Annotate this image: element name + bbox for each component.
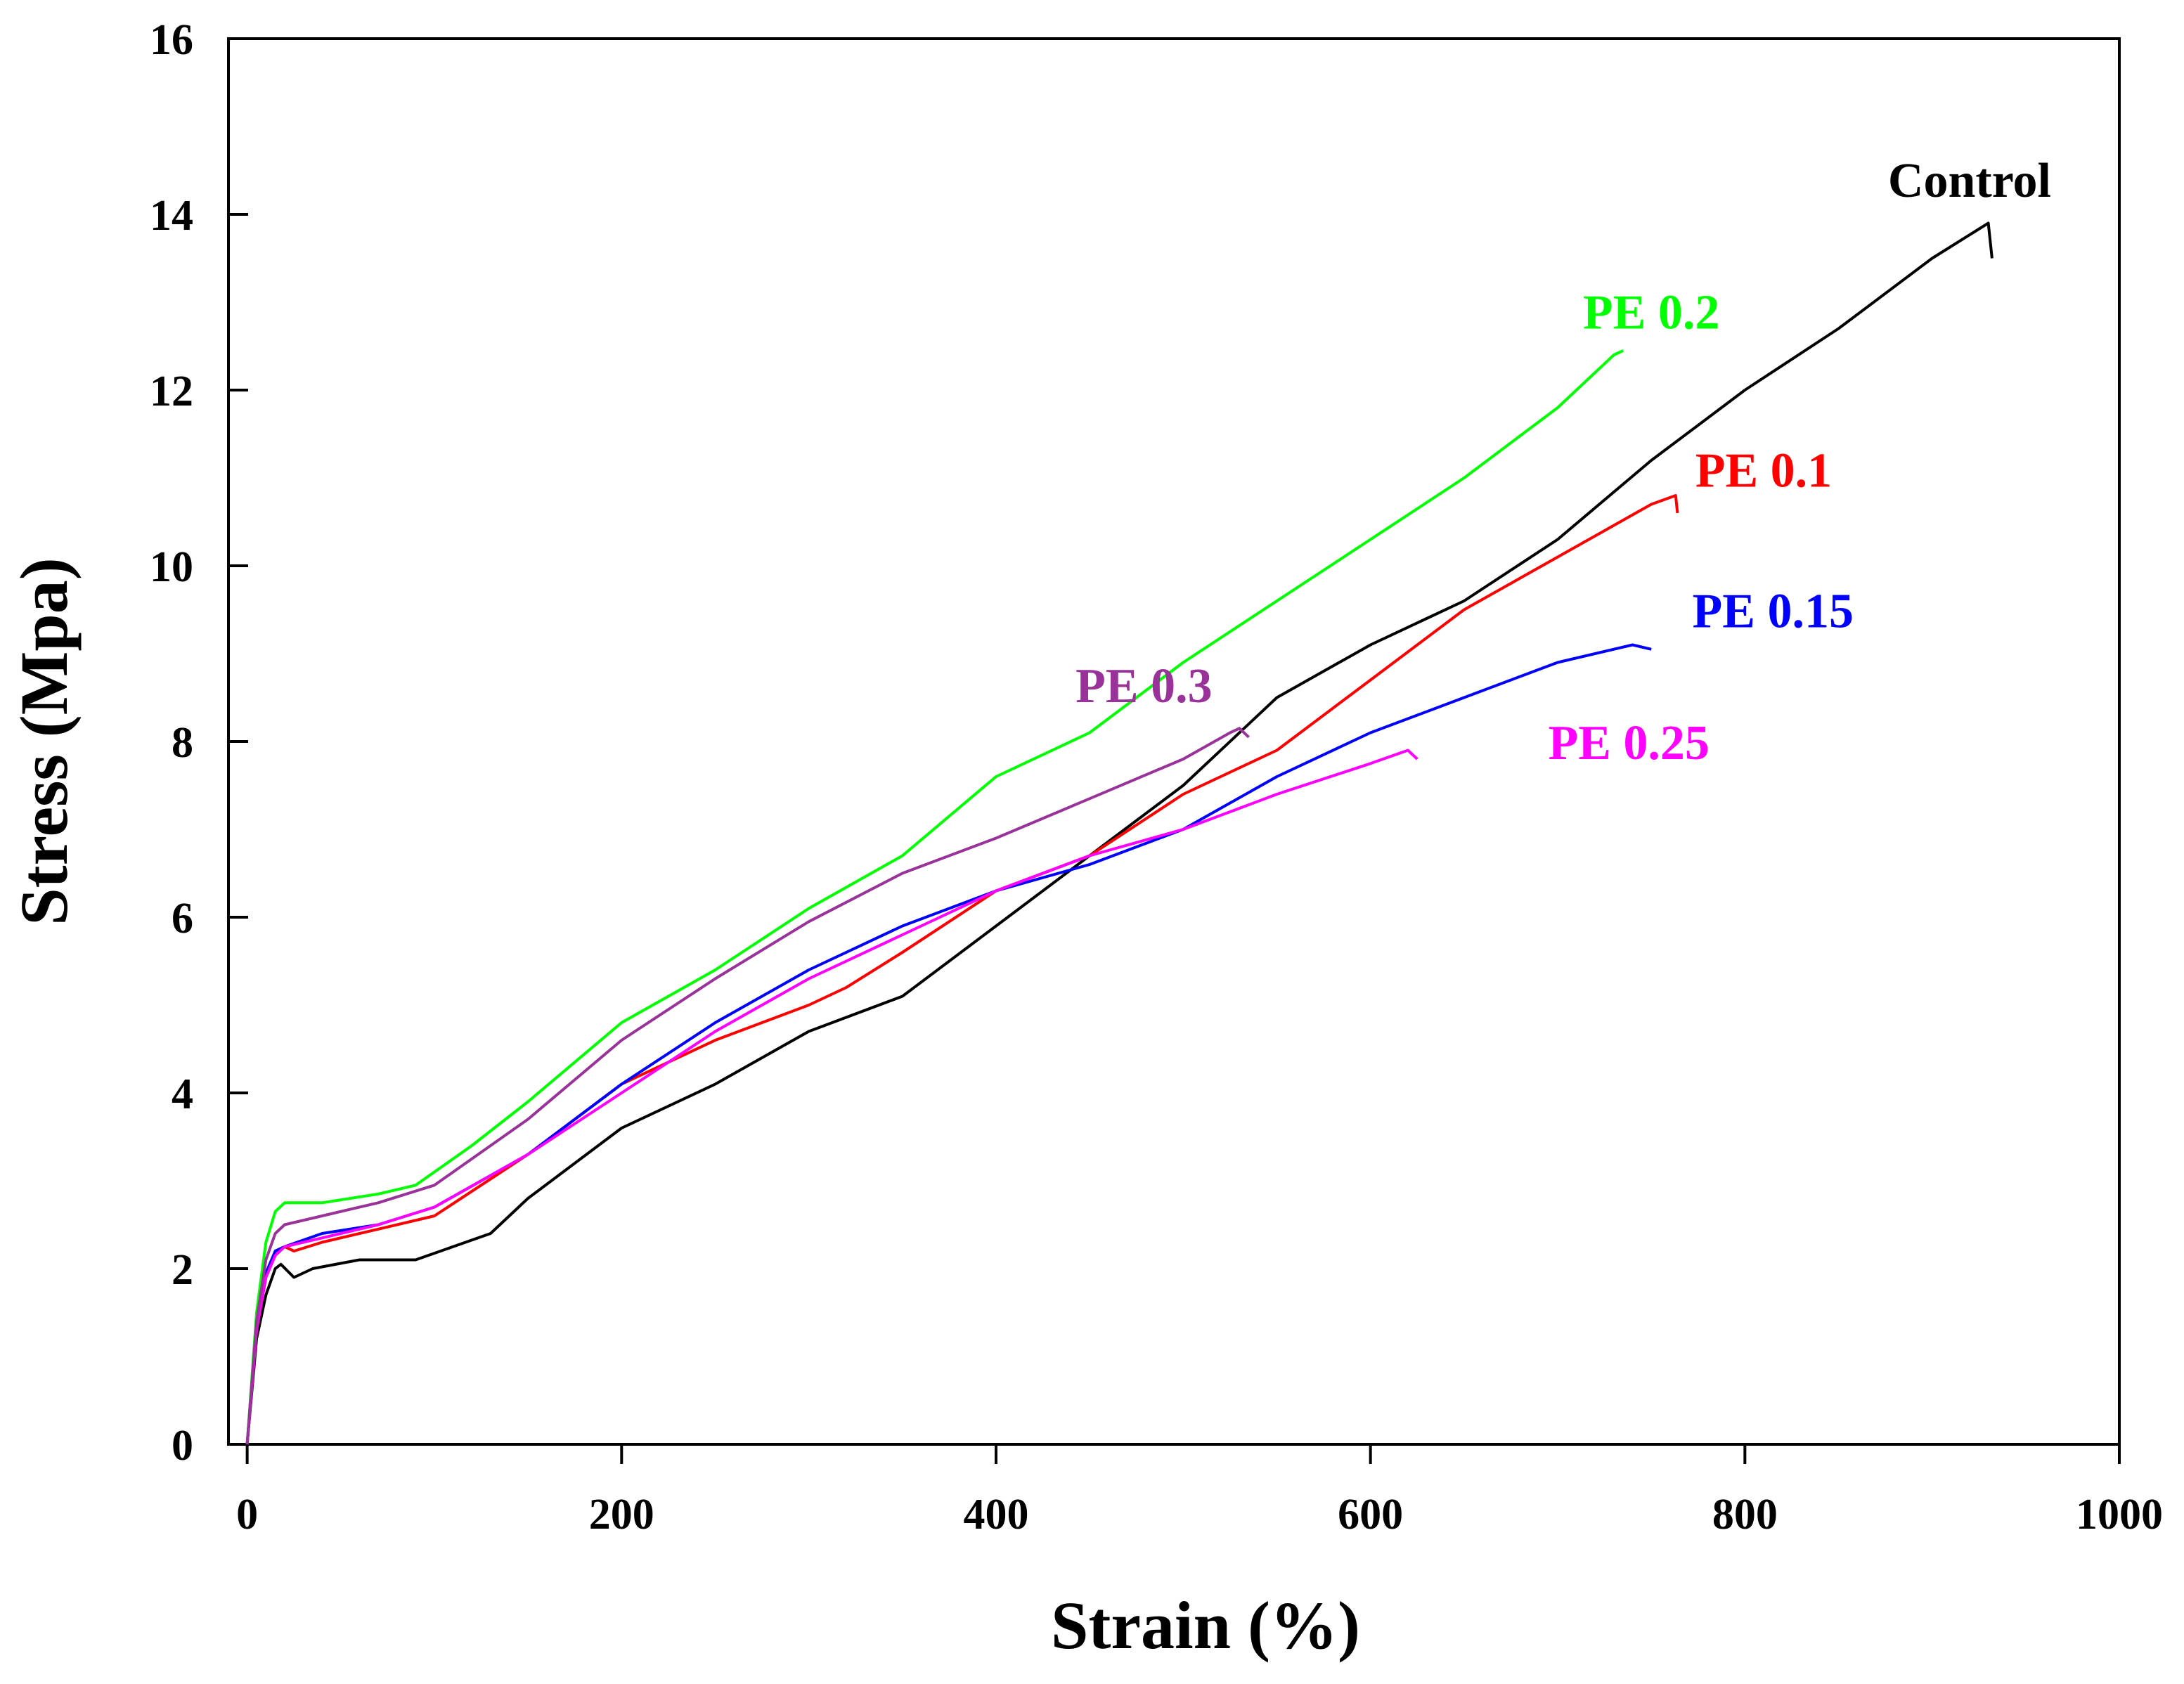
y-tick-label: 6 (172, 895, 193, 943)
series-line-control (245, 221, 1994, 1445)
y-tick-label: 14 (150, 192, 193, 240)
y-axis-title: Stress (Mpa) (6, 557, 82, 926)
x-tick-label: 800 (1712, 1491, 1778, 1539)
x-tick-label: 1000 (2076, 1491, 2163, 1539)
y-tick-label: 2 (172, 1246, 193, 1294)
y-tick-label: 12 (150, 368, 193, 415)
x-tick-label: 400 (963, 1491, 1028, 1539)
y-tick-label: 10 (150, 543, 193, 591)
series-lines (245, 221, 1994, 1445)
series-labels: Control PE 0.2 PE 0.1 PE 0.15 PE 0.3 PE 0.25 (1075, 154, 2051, 770)
x-tick-label: 600 (1338, 1491, 1403, 1539)
series-label-control: Control (1888, 154, 2051, 208)
series-line-pe-0-2 (245, 349, 1624, 1445)
y-axis: 0 2 4 6 8 10 12 14 16 (150, 16, 248, 1470)
series-label-pe-0-2: PE 0.2 (1583, 286, 1719, 340)
y-tick-label: 4 (172, 1070, 193, 1118)
series-line-pe-0-3 (245, 727, 1250, 1445)
x-axis: 0 200 400 600 800 1000 (236, 1444, 2163, 1539)
x-tick-label: 0 (236, 1491, 258, 1539)
series-line-pe-0-25 (245, 749, 1419, 1445)
series-label-pe-0-15: PE 0.15 (1693, 585, 1854, 639)
series-line-pe-0-15 (245, 643, 1652, 1445)
y-tick-label: 8 (172, 719, 193, 767)
series-label-pe-0-25: PE 0.25 (1548, 716, 1709, 770)
x-tick-label: 200 (589, 1491, 654, 1539)
series-label-pe-0-1: PE 0.1 (1695, 444, 1832, 498)
y-tick-label: 0 (172, 1422, 193, 1470)
series-label-pe-0-3: PE 0.3 (1075, 659, 1212, 713)
y-tick-label: 16 (150, 16, 193, 64)
x-axis-title: Strain (%) (1051, 1588, 1360, 1663)
